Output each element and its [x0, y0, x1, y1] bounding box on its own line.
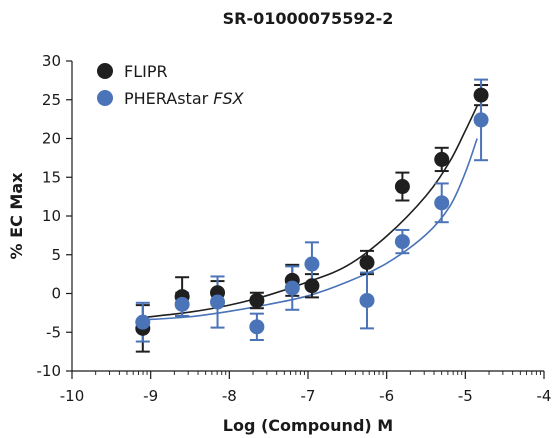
- x-tick-label: -9: [143, 387, 158, 405]
- y-tick-label: 5: [51, 246, 61, 264]
- legend-label-pherastar: PHERAstar FSX: [124, 89, 245, 108]
- legend-marker-flipr: [97, 63, 113, 79]
- data-point-flipr: [394, 179, 410, 195]
- x-tick-label: -8: [222, 387, 237, 405]
- error-bars: [135, 78, 489, 353]
- data-point-pherastar: [434, 195, 450, 211]
- y-tick-label: 30: [42, 52, 61, 70]
- data-point-pherastar: [304, 256, 320, 272]
- y-axis-label: % EC Max: [7, 172, 26, 260]
- chart-title: SR-01000075592-2: [223, 9, 394, 28]
- x-tick-label: -5: [458, 387, 473, 405]
- data-point-flipr: [304, 278, 320, 294]
- x-tick-label: -7: [301, 387, 316, 405]
- data-point-flipr: [359, 255, 375, 270]
- y-tick-label: -5: [46, 323, 61, 341]
- data-point-pherastar: [284, 280, 300, 296]
- legend-label-pherastar-italic: FSX: [213, 89, 244, 108]
- y-tick-label: -10: [37, 362, 62, 380]
- data-point-flipr: [473, 87, 489, 103]
- data-point-pherastar: [174, 296, 190, 312]
- legend-label-pherastar-main: PHERAstar: [124, 89, 213, 108]
- y-tick-label: 15: [42, 168, 61, 186]
- legend-label-flipr-main: FLIPR: [124, 62, 168, 81]
- legend: FLIPR PHERAstar FSX: [97, 62, 245, 108]
- data-points: [135, 87, 489, 336]
- y-axis-ticks: -10 -5 0 5 10 15 20 25 30: [37, 52, 72, 380]
- legend-marker-pherastar: [97, 90, 113, 106]
- x-tick-label: -10: [60, 387, 85, 405]
- data-point-pherastar: [249, 319, 265, 335]
- data-point-pherastar: [473, 112, 489, 128]
- y-tick-label: 25: [42, 91, 61, 109]
- data-point-pherastar: [135, 314, 151, 330]
- y-tick-label: 10: [42, 207, 61, 225]
- legend-label-flipr: FLIPR: [124, 62, 168, 81]
- data-point-flipr: [434, 151, 450, 167]
- y-tick-label: 20: [42, 130, 61, 148]
- x-axis-label: Log (Compound) M: [223, 416, 393, 435]
- data-point-flipr: [249, 292, 265, 308]
- x-axis-ticks: -10 -9 -8 -7 -6 -5 -4: [60, 371, 552, 405]
- x-tick-label: -4: [537, 387, 552, 405]
- x-tick-label: -6: [379, 387, 394, 405]
- data-point-pherastar: [359, 292, 375, 308]
- data-point-pherastar: [394, 234, 410, 250]
- y-tick-label: 0: [51, 285, 61, 303]
- data-point-pherastar: [210, 294, 226, 310]
